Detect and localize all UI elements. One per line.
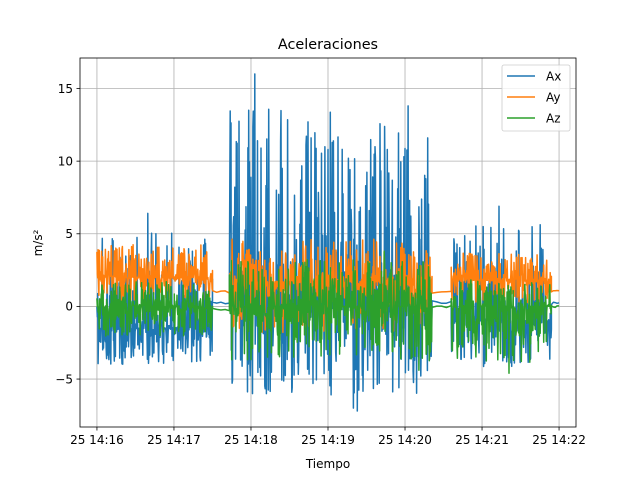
legend: Ax Ay Az (501, 64, 571, 132)
y-tick-label: 5 (65, 227, 73, 241)
y-tick-label: 10 (58, 154, 73, 168)
series-line-ay (96, 238, 560, 335)
chart-title: Aceleraciones (278, 37, 378, 53)
series-ay (96, 238, 560, 335)
x-tick-label: 25 14:21 (455, 433, 509, 447)
series-az (96, 250, 560, 374)
series-line-az (96, 250, 560, 374)
legend-label-az: Az (546, 111, 561, 125)
x-axis-label: Tiempo (305, 457, 350, 471)
x-tick-label: 25 14:18 (224, 433, 278, 447)
legend-frame (501, 64, 571, 132)
y-tick-label: 0 (65, 300, 73, 314)
y-tick-label: 15 (58, 82, 73, 96)
x-tick-label: 25 14:22 (532, 433, 586, 447)
x-tick-label: 25 14:20 (378, 433, 432, 447)
x-tick-label: 25 14:19 (301, 433, 355, 447)
y-axis-label: m/s² (31, 229, 45, 256)
y-tick-label: −5 (55, 372, 73, 386)
x-tick-label: 25 14:17 (147, 433, 201, 447)
legend-label-ax: Ax (546, 69, 561, 83)
x-tick-label: 25 14:16 (70, 433, 124, 447)
legend-label-ay: Ay (546, 90, 561, 104)
series-layer (96, 73, 560, 412)
ticks: 25 14:16 25 14:17 25 14:18 25 14:19 25 14:20… (55, 82, 586, 447)
